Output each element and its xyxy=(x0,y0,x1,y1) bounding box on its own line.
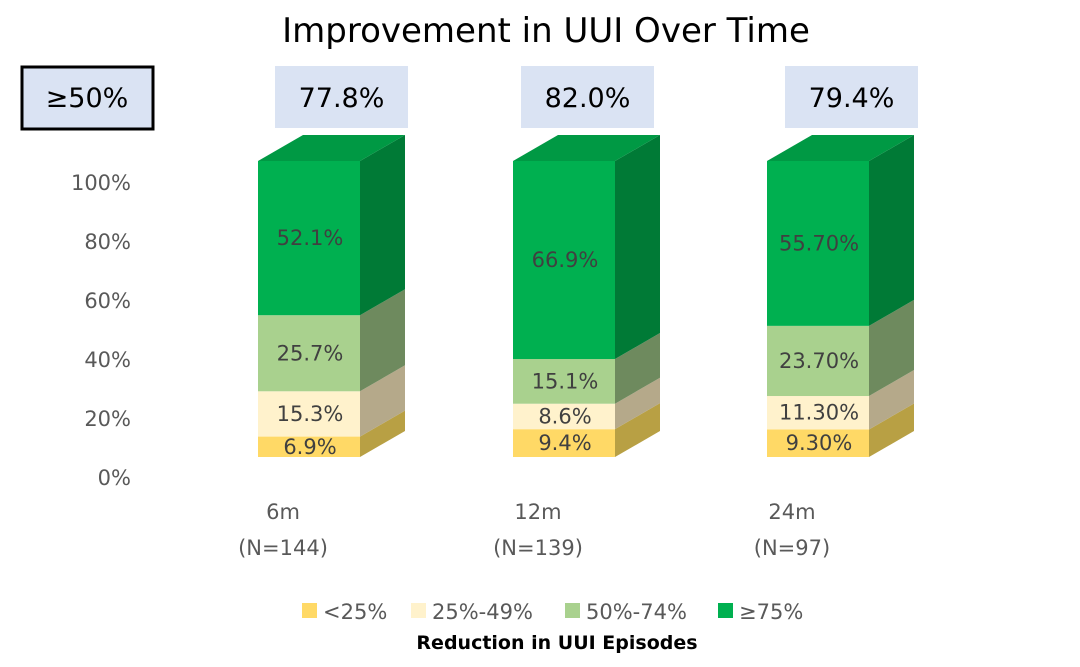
data-label: 9.4% xyxy=(538,431,591,455)
chart-title: Improvement in UUI Over Time xyxy=(282,11,810,51)
bar-side xyxy=(360,365,405,437)
summary-value: 79.4% xyxy=(809,83,895,114)
legend-swatch xyxy=(302,603,317,618)
y-tick-label: 0% xyxy=(98,466,131,490)
summary-box-bg xyxy=(521,66,654,128)
bar-stack: 9.30% 11.30% 23.70% 55.70% xyxy=(767,135,914,457)
bar-side xyxy=(615,377,660,430)
bar-segment xyxy=(513,161,615,360)
bar-segment xyxy=(258,315,360,392)
bar-top xyxy=(513,135,660,161)
bar-segment xyxy=(513,403,615,430)
bar-segment xyxy=(513,429,615,457)
category-label: 24m xyxy=(768,500,815,524)
data-label: 15.3% xyxy=(277,402,344,426)
data-label: 11.30% xyxy=(779,401,859,425)
legend-label: <25% xyxy=(323,600,387,624)
bar-segment xyxy=(767,161,869,326)
summary-box: 79.4% xyxy=(785,66,918,128)
bar-side xyxy=(360,289,405,392)
data-label: 6.9% xyxy=(283,435,336,459)
data-label: 66.9% xyxy=(532,248,599,272)
y-tick-label: 40% xyxy=(84,348,131,372)
category-n-label: (N=139) xyxy=(493,536,583,560)
y-tick-label: 20% xyxy=(84,407,131,431)
summary-header-label: ≥50% xyxy=(46,83,129,114)
summary-box: 82.0% xyxy=(521,66,654,128)
legend-swatch xyxy=(718,603,733,618)
bar-top xyxy=(767,135,914,161)
legend-label: 50%-74% xyxy=(586,600,687,624)
legend-label: ≥75% xyxy=(739,600,803,624)
bar-side xyxy=(360,135,405,316)
data-label: 8.6% xyxy=(538,404,591,428)
data-label: 55.70% xyxy=(779,231,859,255)
category-label: 12m xyxy=(514,500,561,524)
bar-segment xyxy=(767,429,869,457)
category-labels: 6m (N=144) 12m (N=139) 24m (N=97) xyxy=(238,500,830,560)
legend-swatch xyxy=(565,603,580,618)
data-label: 23.70% xyxy=(779,349,859,373)
legend-label: 25%-49% xyxy=(432,600,533,624)
summary-value: 82.0% xyxy=(545,83,631,114)
bar-segment xyxy=(513,359,615,404)
bar-segment xyxy=(258,161,360,316)
legend-swatch xyxy=(411,603,426,618)
bar-side xyxy=(869,370,914,430)
bar-side xyxy=(615,333,660,404)
bar-side xyxy=(869,403,914,457)
data-label: 25.7% xyxy=(277,341,344,365)
bar-side xyxy=(615,403,660,457)
bar-segment xyxy=(767,325,869,397)
data-label: 9.30% xyxy=(786,431,853,455)
bar-stack: 6.9% 15.3% 25.7% 52.1% xyxy=(258,135,405,459)
y-tick-label: 100% xyxy=(71,171,131,195)
bar-side xyxy=(869,135,914,326)
y-axis: 0% 20% 40% 60% 80% 100% xyxy=(71,171,131,490)
bar-side xyxy=(360,410,405,457)
y-tick-label: 80% xyxy=(84,230,131,254)
summary-box: 77.8% xyxy=(275,66,408,128)
legend: <25% 25%-49% 50%-74% ≥75% xyxy=(302,600,803,624)
category-n-label: (N=144) xyxy=(238,536,328,560)
legend-title: Reduction in UUI Episodes xyxy=(416,632,697,654)
summary-boxes: 77.8% 82.0% 79.4% xyxy=(275,66,918,128)
bar-side xyxy=(615,135,660,360)
bar-segment xyxy=(767,396,869,430)
bar-segment xyxy=(258,436,360,457)
bar-top xyxy=(258,135,405,161)
category-n-label: (N=97) xyxy=(754,536,830,560)
y-tick-label: 60% xyxy=(84,289,131,313)
data-label: 15.1% xyxy=(532,369,599,393)
summary-value: 77.8% xyxy=(299,83,385,114)
data-label: 52.1% xyxy=(277,226,344,250)
summary-header-box xyxy=(20,65,155,131)
summary-header: ≥50% xyxy=(20,65,155,131)
summary-box-bg xyxy=(785,66,918,128)
bars: 6.9% 15.3% 25.7% 52.1% 9.4% 8.6% 15.1% 66.9% 9.3… xyxy=(258,135,914,459)
bar-segment xyxy=(258,391,360,437)
category-label: 6m xyxy=(266,500,300,524)
summary-box-bg xyxy=(275,66,408,128)
bar-side xyxy=(869,299,914,397)
bar-stack: 9.4% 8.6% 15.1% 66.9% xyxy=(513,135,660,457)
